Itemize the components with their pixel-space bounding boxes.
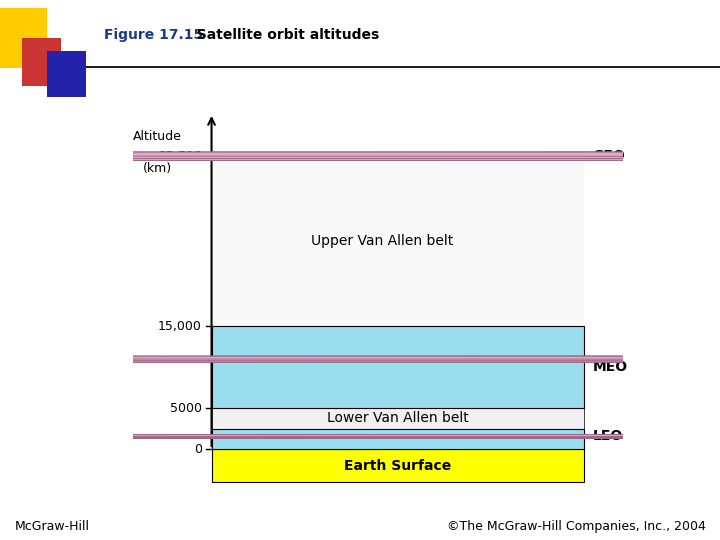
- Text: 35,786: 35,786: [158, 150, 202, 163]
- Text: 0: 0: [194, 443, 202, 456]
- Text: LEO: LEO: [593, 429, 623, 443]
- FancyBboxPatch shape: [0, 434, 720, 440]
- FancyBboxPatch shape: [0, 434, 720, 440]
- Bar: [212, 449, 584, 482]
- Text: MEO: MEO: [593, 360, 628, 374]
- Text: GEO: GEO: [593, 149, 625, 163]
- Text: Figure 17.15: Figure 17.15: [104, 28, 204, 42]
- Bar: [0, 358, 720, 365]
- Bar: [212, 326, 584, 408]
- Text: (km): (km): [143, 161, 172, 174]
- Bar: [212, 156, 584, 326]
- Bar: [0, 436, 720, 441]
- Bar: [0, 436, 720, 441]
- FancyBboxPatch shape: [0, 355, 720, 363]
- Bar: [0, 154, 720, 165]
- FancyBboxPatch shape: [0, 150, 720, 163]
- FancyBboxPatch shape: [0, 355, 720, 363]
- FancyBboxPatch shape: [0, 355, 720, 363]
- Bar: [0, 154, 720, 165]
- Bar: [0, 436, 720, 441]
- FancyBboxPatch shape: [0, 434, 720, 440]
- FancyBboxPatch shape: [0, 150, 720, 163]
- Text: 15,000: 15,000: [158, 320, 202, 333]
- FancyBboxPatch shape: [0, 150, 720, 163]
- FancyBboxPatch shape: [0, 434, 720, 440]
- Bar: [0, 358, 720, 365]
- Text: Satellite orbit altitudes: Satellite orbit altitudes: [187, 28, 379, 42]
- Text: Altitude: Altitude: [133, 130, 182, 143]
- Bar: [212, 408, 584, 429]
- FancyBboxPatch shape: [0, 355, 720, 363]
- Text: Lower Van Allen belt: Lower Van Allen belt: [327, 411, 469, 426]
- FancyBboxPatch shape: [0, 434, 720, 440]
- Bar: [0, 436, 720, 441]
- Bar: [0, 436, 720, 441]
- Bar: [0, 358, 720, 365]
- Text: McGraw-Hill: McGraw-Hill: [14, 520, 89, 533]
- Bar: [212, 429, 584, 449]
- Bar: [0, 154, 720, 165]
- FancyBboxPatch shape: [0, 434, 720, 440]
- Text: Upper Van Allen belt: Upper Van Allen belt: [310, 234, 453, 248]
- Text: Earth Surface: Earth Surface: [344, 458, 451, 472]
- Text: 5000: 5000: [170, 402, 202, 415]
- Text: ©The McGraw-Hill Companies, Inc., 2004: ©The McGraw-Hill Companies, Inc., 2004: [446, 520, 706, 533]
- Bar: [0, 436, 720, 441]
- Bar: [0, 358, 720, 365]
